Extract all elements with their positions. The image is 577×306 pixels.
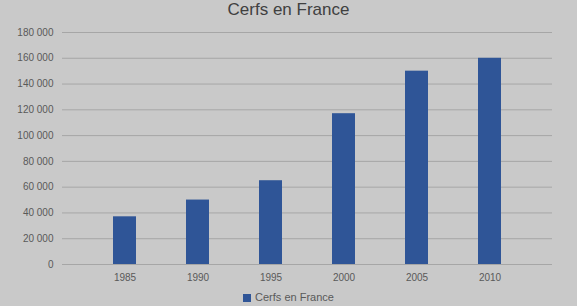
svg-text:1990: 1990 [187,272,210,283]
svg-text:100 000: 100 000 [17,130,54,141]
svg-text:2005: 2005 [406,272,429,283]
svg-text:80 000: 80 000 [23,156,54,167]
svg-text:160 000: 160 000 [17,52,54,63]
svg-text:20 000: 20 000 [23,233,54,244]
svg-text:40 000: 40 000 [23,207,54,218]
svg-text:2010: 2010 [479,272,502,283]
svg-text:180 000: 180 000 [17,27,54,38]
svg-text:1985: 1985 [114,272,137,283]
svg-text:1995: 1995 [260,272,283,283]
svg-text:0: 0 [48,259,54,270]
svg-text:60 000: 60 000 [23,181,54,192]
html-text:Cerfs en France: Cerfs en France [255,291,334,303]
svg-text:2000: 2000 [333,272,356,283]
svg-text:140 000: 140 000 [17,78,54,89]
svg-text:120 000: 120 000 [17,104,54,115]
html-text:Cerfs en France: Cerfs en France [227,0,350,19]
